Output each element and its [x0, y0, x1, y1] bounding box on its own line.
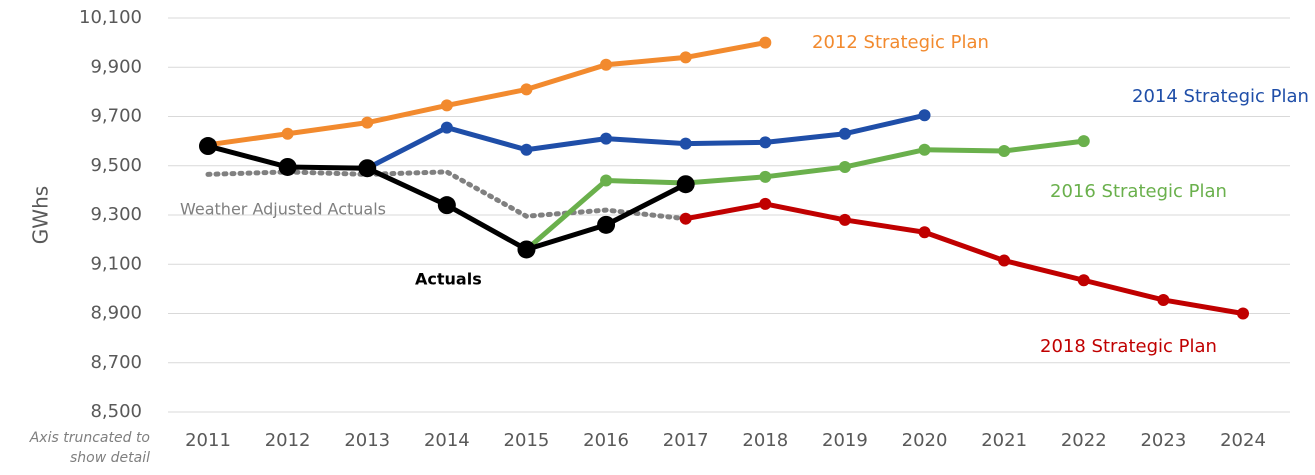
series-label: Weather Adjusted Actuals	[180, 200, 386, 219]
x-tick-label: 2021	[981, 430, 1027, 451]
x-tick-label: 2018	[742, 430, 788, 451]
y-tick-label: 9,100	[90, 253, 142, 274]
data-point	[600, 132, 613, 145]
data-point	[278, 157, 297, 176]
data-point	[918, 109, 931, 122]
x-tick-label: 2017	[663, 430, 709, 451]
series-label: 2014 Strategic Plan	[1132, 86, 1309, 107]
data-point	[199, 137, 217, 156]
data-point	[838, 160, 851, 173]
x-tick-label: 2012	[265, 430, 311, 451]
y-tick-label: 8,700	[90, 352, 142, 373]
data-point	[281, 127, 294, 140]
data-point	[918, 226, 931, 239]
data-point	[759, 170, 772, 183]
data-point	[1237, 307, 1249, 320]
data-point	[759, 197, 772, 210]
data-point	[597, 215, 616, 234]
data-point	[1077, 274, 1090, 287]
series-line	[685, 201, 1244, 316]
x-tick-label: 2019	[822, 430, 868, 451]
x-tick-label: 2011	[185, 430, 231, 451]
y-tick-label: 8,900	[90, 303, 142, 324]
series-line	[366, 112, 926, 171]
data-point	[1077, 135, 1090, 148]
data-point	[679, 137, 692, 150]
y-tick-label: 9,300	[90, 204, 142, 225]
axis-note: Axis truncated to show detail	[29, 430, 150, 466]
series-line	[524, 138, 1085, 252]
series-line	[207, 40, 766, 148]
y-tick-label: 9,500	[90, 155, 142, 176]
x-tick-label: 2016	[583, 430, 629, 451]
data-point	[759, 136, 772, 149]
y-tick-label: 10,100	[79, 7, 142, 28]
data-point	[1157, 293, 1170, 306]
data-point	[679, 212, 692, 225]
y-axis-title: GWhs	[29, 186, 53, 244]
data-point	[838, 213, 851, 226]
data-point	[918, 143, 931, 156]
data-point	[679, 51, 692, 64]
x-tick-label: 2013	[344, 430, 390, 451]
series-label: 2016 Strategic Plan	[1050, 181, 1227, 202]
x-tick-label: 2022	[1061, 430, 1107, 451]
data-point	[517, 240, 536, 259]
data-point	[600, 174, 613, 187]
data-point	[838, 127, 851, 140]
data-point	[520, 143, 533, 156]
data-point	[600, 58, 613, 71]
x-tick-label: 2023	[1140, 430, 1186, 451]
series-label: 2012 Strategic Plan	[812, 32, 989, 53]
data-point	[998, 144, 1011, 157]
series-label: Actuals	[415, 270, 482, 289]
data-point	[676, 175, 695, 194]
data-point	[437, 196, 456, 215]
data-point	[440, 121, 453, 134]
y-tick-label: 9,700	[90, 106, 142, 127]
data-point	[358, 159, 377, 178]
data-point	[520, 83, 533, 96]
x-tick-label: 2024	[1220, 430, 1266, 451]
x-tick-label: 2015	[504, 430, 550, 451]
data-point	[759, 36, 772, 49]
series-label: 2018 Strategic Plan	[1040, 336, 1217, 357]
y-tick-label: 9,900	[90, 56, 142, 77]
x-tick-label: 2020	[902, 430, 948, 451]
data-point	[361, 116, 374, 129]
data-point	[440, 99, 453, 112]
y-tick-label: 8,500	[90, 401, 142, 422]
x-tick-label: 2014	[424, 430, 470, 451]
data-point	[998, 254, 1011, 267]
